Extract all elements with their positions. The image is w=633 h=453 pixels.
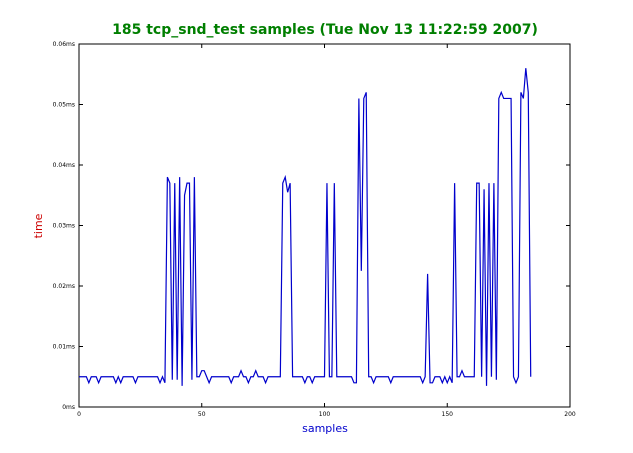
y-tick-label: 0ms [62, 404, 75, 411]
x-axis-label: samples [302, 422, 348, 435]
y-tick-label: 0.03ms [53, 223, 75, 230]
y-axis-label: time [32, 213, 45, 238]
x-tick-label: 50 [198, 411, 206, 418]
y-tick-label: 0.04ms [53, 162, 75, 169]
x-tick-label: 200 [564, 411, 576, 418]
plot-area: 0 50 100 150 200 0ms 0.01ms 0.02ms 0.03ms 0.04ms 0… [53, 41, 576, 418]
series-line [79, 68, 532, 386]
x-tick-label: 0 [77, 411, 81, 418]
chart-title: 185 tcp_snd_test samples (Tue Nov 13 11:… [112, 22, 538, 38]
y-tick-label: 0.01ms [53, 344, 75, 351]
y-tick-label: 0.02ms [53, 283, 75, 290]
y-tick-label: 0.06ms [53, 41, 75, 48]
y-tick-label: 0.05ms [53, 102, 75, 109]
x-tick-label: 150 [442, 411, 454, 418]
x-tick-label: 100 [319, 411, 331, 418]
